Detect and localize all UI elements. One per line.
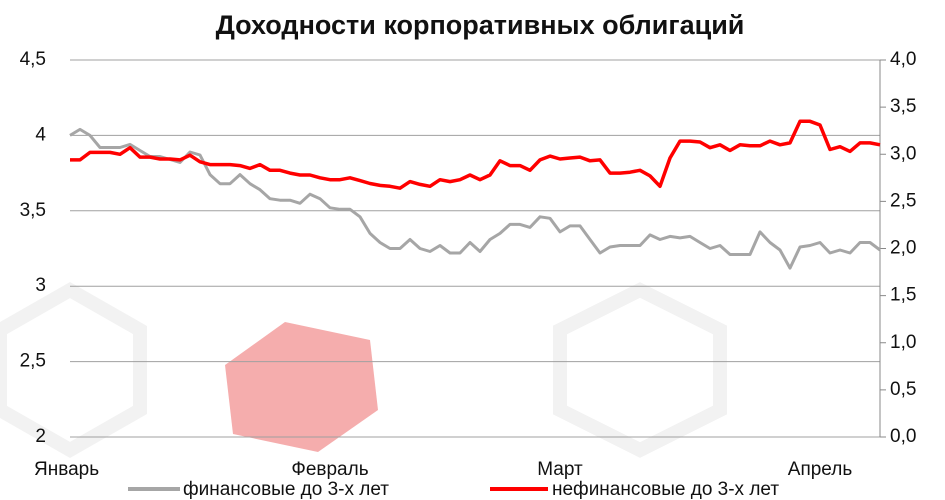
y2-tick-label: 2,5	[890, 190, 916, 211]
y-tick-label: 2,5	[20, 351, 46, 372]
y2-tick-label: 2,0	[890, 238, 916, 259]
y-tick-label: 3,5	[20, 200, 46, 221]
x-tick-label: Январь	[34, 459, 99, 480]
y-tick-label: 4	[35, 124, 46, 145]
y2-tick-label: 1,0	[890, 332, 916, 353]
background-decoration	[0, 281, 727, 459]
y-tick-label: 4,5	[20, 49, 46, 70]
x-tick-label: Апрель	[788, 459, 853, 480]
y2-tick-label: 4,0	[890, 49, 916, 70]
series-line	[70, 119, 881, 190]
x-tick-label: Февраль	[291, 459, 368, 480]
y2-tick-label: 0,5	[890, 379, 916, 400]
plot-area: 2 2,5 3 3,5 4 4,5 0,0 0,5 1,0 1,5 2,0 2,5 3,0 3,5 4,0 Я…	[20, 49, 917, 480]
y2-tick-label: 0,0	[890, 426, 916, 447]
y-tick-label: 3	[35, 275, 46, 296]
x-tick-label: Март	[537, 459, 583, 480]
y-tick-label: 2	[35, 426, 46, 447]
chart-title: Доходности корпоративных облигаций	[216, 10, 745, 40]
background-hexagon	[225, 322, 378, 452]
series-line	[69, 127, 881, 270]
legend-label: финансовые до 3-х лет	[183, 479, 389, 500]
y2-tick-label: 3,0	[890, 143, 916, 164]
y2-tick-label: 1,5	[890, 285, 916, 306]
y2-tick-label: 3,5	[890, 96, 916, 117]
legend: финансовые до 3-х лет нефинансовые до 3-…	[128, 479, 779, 500]
legend-label: нефинансовые до 3-х лет	[552, 479, 779, 500]
